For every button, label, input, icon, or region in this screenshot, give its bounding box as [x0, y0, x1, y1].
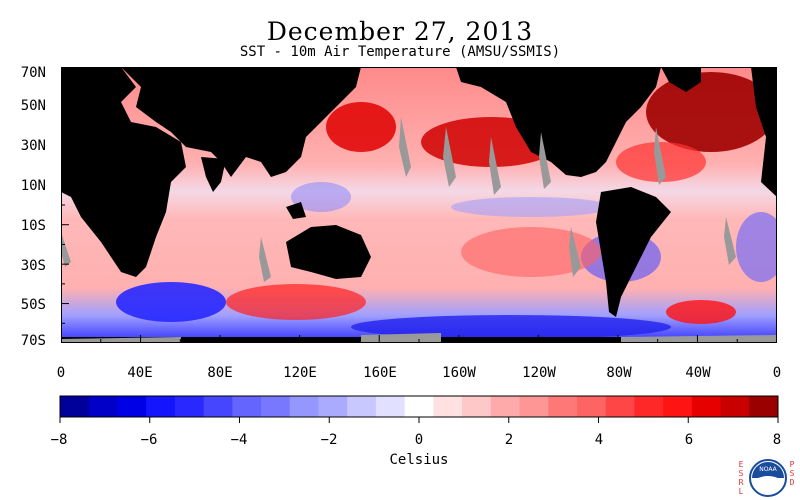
lat-label-10s: 10S	[20, 218, 46, 234]
colorbar-swatch	[174, 396, 205, 417]
land-masses	[61, 67, 777, 343]
colorbar-tick-minus-2: −2	[320, 432, 338, 448]
colorbar-swatch	[462, 396, 492, 417]
colorbar-label: Celsius	[389, 452, 449, 468]
lon-label-120e: 120E	[283, 365, 317, 381]
colorbar-swatch	[749, 396, 779, 417]
colorbar-tick-0: 0	[414, 432, 424, 448]
lat-label-70s: 70S	[20, 333, 46, 349]
colorbar-tick-4: 4	[594, 432, 604, 448]
colorbar-swatch	[60, 396, 90, 417]
anomaly-patches	[116, 72, 777, 339]
colorbar-swatch	[634, 396, 664, 417]
colorbar-swatch	[548, 396, 578, 417]
colorbar-swatch	[663, 396, 693, 417]
colorbar-tick-minus-6: −6	[140, 432, 158, 448]
colorbar-swatch	[720, 396, 750, 417]
psd-label: PSD	[789, 460, 795, 487]
colorbar-swatch	[289, 396, 319, 417]
lon-label-80w: 80W	[606, 365, 632, 381]
lon-label-160e: 160E	[363, 365, 397, 381]
colorbar-swatch	[88, 396, 118, 417]
lon-label-40w: 40W	[685, 365, 711, 381]
lon-label-0: 0	[56, 365, 66, 381]
colorbar	[59, 395, 779, 423]
colorbar-swatch	[605, 396, 635, 417]
lat-label-10n: 10N	[20, 178, 46, 194]
colorbar-tick-minus-8: −8	[50, 432, 68, 448]
colorbar-swatch	[232, 396, 262, 417]
lat-label-50n: 50N	[20, 98, 46, 114]
lat-label-30s: 30S	[20, 258, 46, 274]
lat-label-70n: 70N	[20, 65, 46, 81]
noaa-logo-icon: NOAA	[749, 459, 787, 497]
psd-text: PSD	[789, 460, 797, 487]
lat-label-50s: 50S	[20, 297, 46, 313]
lon-label-40e: 40E	[127, 365, 153, 381]
esrl-label: ESRL	[738, 460, 744, 496]
lon-label-80e: 80E	[207, 365, 233, 381]
lat-label-30n: 30N	[20, 138, 46, 154]
colorbar-swatch	[576, 396, 607, 417]
colorbar-swatch	[519, 396, 549, 417]
colorbar-swatch	[261, 396, 291, 417]
colorbar-swatch	[117, 396, 147, 417]
colorbar-swatch	[490, 396, 521, 417]
page-subtitle: SST - 10m Air Temperature (AMSU/SSMIS)	[239, 44, 561, 60]
page-title: December 27, 2013	[266, 17, 534, 46]
svg-text:NOAA: NOAA	[759, 466, 777, 473]
colorbar-swatch	[433, 396, 463, 417]
colorbar-swatch	[146, 396, 176, 417]
colorbar-swatch	[375, 396, 406, 417]
lon-label-0-east: 0	[772, 365, 782, 381]
colorbar-swatch	[203, 396, 233, 417]
colorbar-swatch	[318, 396, 348, 417]
colorbar-swatch	[691, 396, 722, 417]
colorbar-swatch	[404, 396, 434, 417]
missing-data	[61, 117, 777, 343]
colorbar-tick-8: 8	[772, 432, 782, 448]
esrl-text: ESRL	[738, 460, 746, 496]
colorbar-tick-2: 2	[504, 432, 514, 448]
colorbar-swatch	[347, 396, 377, 417]
colorbar-tick-minus-4: −4	[230, 432, 248, 448]
lon-label-120w: 120W	[522, 365, 556, 381]
colorbar-tick-6: 6	[684, 432, 694, 448]
lon-label-160w: 160W	[442, 365, 476, 381]
sst-anomaly-map	[61, 67, 777, 343]
